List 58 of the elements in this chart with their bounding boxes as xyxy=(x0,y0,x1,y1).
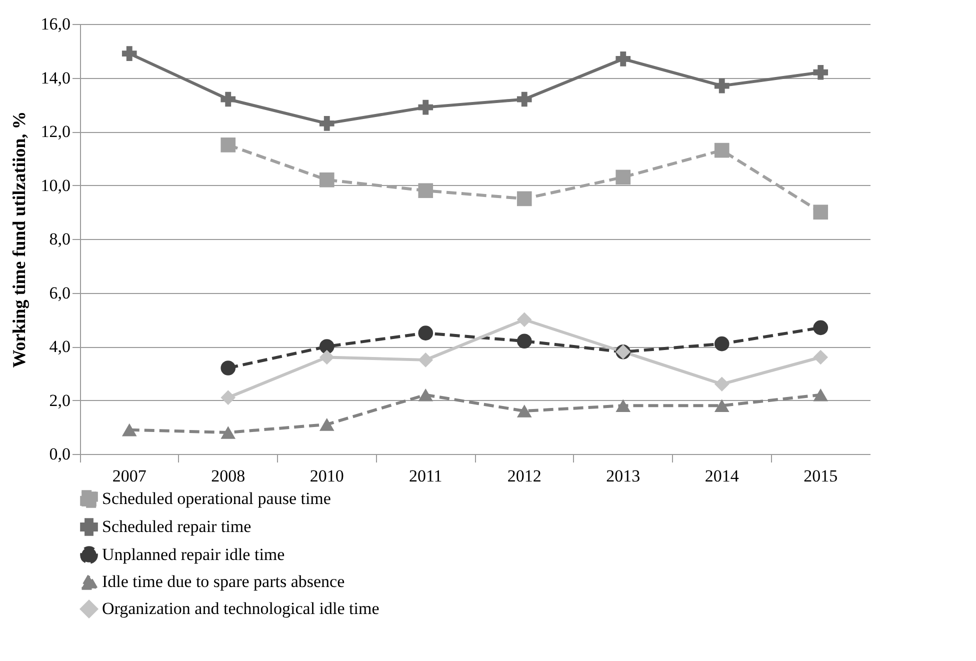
point xyxy=(418,388,434,402)
point xyxy=(616,399,631,412)
point xyxy=(418,100,434,115)
point xyxy=(418,326,434,340)
point xyxy=(418,183,434,198)
legend-label: Scheduled operational pause time xyxy=(102,489,331,508)
y-tick-label: 0,0 xyxy=(49,444,70,464)
point xyxy=(516,334,532,349)
point xyxy=(319,418,334,431)
y-tick-label: 12,0 xyxy=(40,122,70,141)
point xyxy=(122,423,137,436)
point xyxy=(319,116,334,131)
point xyxy=(220,360,236,376)
x-tick-label: 2010 xyxy=(310,466,344,486)
point xyxy=(813,320,828,336)
point xyxy=(220,92,236,107)
point xyxy=(418,352,434,368)
point xyxy=(220,426,236,439)
y-tick-label: 16,0 xyxy=(40,14,70,34)
point xyxy=(813,350,828,365)
point xyxy=(714,142,730,158)
y-axis-title: Working time fund utilzatiion, % xyxy=(8,111,29,368)
point xyxy=(813,204,828,220)
legend-label: Idle time due to spare parts absence xyxy=(102,572,345,591)
legend-label: Scheduled repair time xyxy=(102,517,252,536)
point xyxy=(714,336,730,352)
point xyxy=(516,92,532,107)
point xyxy=(319,339,334,354)
point xyxy=(714,399,730,412)
legend-label: Organization and technological idle time xyxy=(102,599,380,618)
point xyxy=(220,138,236,152)
y-tick-label: 8,0 xyxy=(49,230,70,248)
x-tick-label: 2012 xyxy=(507,466,542,486)
point xyxy=(516,191,532,206)
x-tick-label: 2013 xyxy=(606,466,640,486)
point xyxy=(813,64,828,80)
y-tick-label: 4,0 xyxy=(49,337,70,356)
point xyxy=(616,52,631,66)
point xyxy=(319,350,334,365)
point xyxy=(220,390,236,405)
x-tick-label: 2011 xyxy=(408,466,442,486)
point xyxy=(516,404,532,418)
point xyxy=(516,312,532,328)
y-tick-label: 10,0 xyxy=(40,176,70,195)
x-tick-label: 2015 xyxy=(804,466,838,486)
point xyxy=(714,78,730,94)
legend-label: Unplanned repair idle time xyxy=(102,545,285,564)
point xyxy=(813,388,828,402)
point xyxy=(616,170,631,185)
point xyxy=(714,376,730,392)
y-tick-label: 2,0 xyxy=(49,390,70,410)
point xyxy=(122,46,137,61)
x-tick-label: 2014 xyxy=(704,466,740,486)
point xyxy=(319,172,334,188)
y-tick-label: 14,0 xyxy=(40,68,70,88)
y-tick-label: 6,0 xyxy=(49,283,70,302)
x-tick-label: 2008 xyxy=(211,466,246,486)
x-tick-label: 2007 xyxy=(112,466,147,486)
